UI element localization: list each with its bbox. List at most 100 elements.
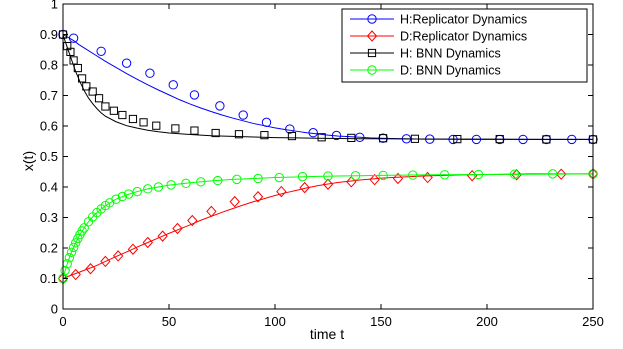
data-point: [238, 110, 248, 120]
data-point: [139, 118, 148, 127]
data-point: [68, 242, 79, 253]
x-tick-label: 100: [264, 314, 286, 329]
data-point: [308, 128, 318, 138]
series-2: [57, 168, 599, 285]
data-point: [127, 243, 139, 255]
data-point: [253, 173, 263, 184]
data-point: [60, 265, 70, 276]
data-point: [211, 128, 220, 138]
data-point: [323, 171, 333, 181]
data-point: [109, 106, 118, 115]
data-point: [509, 169, 520, 179]
data-point: [152, 121, 161, 130]
data-point: [64, 253, 75, 263]
data-point: [369, 173, 380, 186]
data-point: [66, 47, 75, 56]
legend-entry: H:Replicator Dynamics: [350, 13, 527, 27]
data-point: [252, 191, 264, 203]
data-point: [511, 169, 522, 181]
legend-label: D: BNN Dynamics: [400, 64, 501, 78]
y-tick-label: 0.7: [40, 88, 58, 103]
data-point: [495, 135, 504, 144]
data-point: [187, 214, 198, 227]
data-point: [206, 205, 217, 218]
data-point: [172, 222, 183, 235]
data-point: [234, 130, 244, 139]
y-tick-label: 0.8: [40, 58, 58, 73]
data-point: [143, 184, 153, 194]
data-point: [68, 33, 79, 43]
data-point: [285, 124, 295, 134]
data-point: [132, 186, 142, 197]
data-point: [71, 238, 81, 248]
data-point: [94, 94, 104, 103]
data-point: [112, 250, 124, 262]
data-point: [378, 170, 388, 181]
data-point: [355, 132, 365, 142]
data-point: [101, 102, 110, 111]
data-point: [347, 133, 356, 142]
data-point: [232, 174, 242, 185]
data-point: [331, 130, 342, 141]
data-point: [379, 134, 388, 143]
data-point: [229, 195, 240, 208]
legend-entry: D: BNN Dynamics: [350, 64, 501, 78]
legend-label: D:Replicator Dynamics: [400, 30, 527, 44]
data-point: [299, 181, 310, 194]
y-tick-label: 0.2: [40, 241, 58, 256]
legend-swatch-marker: [366, 30, 378, 42]
data-point: [121, 58, 132, 68]
y-tick-label: 0: [51, 302, 58, 317]
legend-swatch-marker: [367, 48, 377, 58]
data-point: [410, 134, 420, 143]
y-tick-label: 0.5: [40, 149, 58, 164]
y-tick-label: 1: [51, 0, 58, 12]
data-point: [190, 126, 199, 135]
data-point: [100, 255, 111, 268]
data-point: [145, 68, 155, 78]
data-point: [69, 56, 78, 65]
legend-swatch-marker: [367, 65, 377, 75]
data-point: [168, 80, 178, 90]
legend-swatch-marker: [367, 14, 377, 24]
data-point: [153, 182, 164, 192]
data-point: [70, 268, 81, 281]
data-point: [171, 124, 180, 133]
series-4: [58, 169, 598, 284]
data-point: [96, 46, 106, 56]
data-point: [128, 114, 138, 124]
data-point: [439, 170, 450, 180]
data-point: [189, 90, 200, 100]
x-tick-label: 150: [370, 314, 392, 329]
data-point: [542, 135, 551, 144]
data-point: [77, 74, 87, 83]
y-tick-label: 0.3: [40, 210, 58, 225]
data-point: [466, 169, 478, 182]
legend-entry: H: BNN Dynamics: [350, 47, 501, 61]
data-point: [350, 171, 361, 181]
data-point: [378, 133, 388, 143]
data-point: [166, 180, 176, 190]
data-point: [213, 175, 223, 186]
data-point: [556, 168, 567, 180]
legend-entry: D:Replicator Dynamics: [350, 30, 527, 44]
series-3: [58, 30, 598, 144]
legend-label: H: BNN Dynamics: [400, 47, 501, 61]
data-point: [473, 169, 484, 180]
data-point: [287, 131, 297, 141]
series-layer: [57, 29, 599, 285]
y-axis-label: x(t): [20, 151, 36, 171]
data-point: [142, 236, 153, 249]
data-point: [66, 247, 77, 257]
y-tick-label: 0.4: [40, 180, 58, 195]
data-point: [82, 82, 91, 91]
data-point: [422, 171, 433, 184]
data-point: [276, 185, 287, 198]
data-point: [124, 189, 134, 199]
data-point: [453, 135, 462, 144]
data-point: [111, 194, 121, 204]
data-point: [548, 169, 558, 179]
series-line: [62, 34, 593, 140]
data-point: [88, 87, 97, 96]
data-point: [85, 262, 96, 275]
